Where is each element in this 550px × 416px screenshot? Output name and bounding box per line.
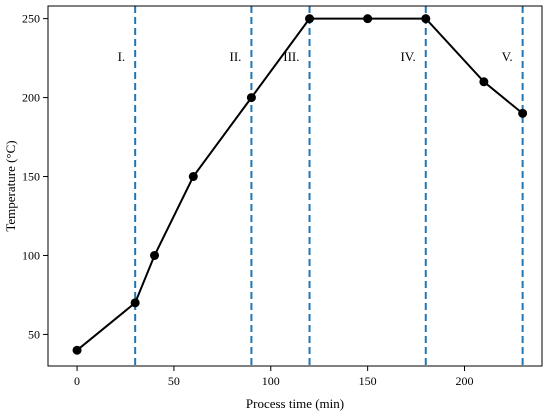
y-tick-label-2: 100 <box>22 248 40 262</box>
x-tick-label-2: 50 <box>168 374 180 388</box>
data-point-3 <box>150 250 160 260</box>
data-point-10 <box>518 108 528 118</box>
plot-area: I. II. III. IV. V. <box>72 6 528 366</box>
x-axis-title: Process time (min) <box>246 396 344 411</box>
y-tick-label-5: 250 <box>22 12 40 26</box>
phase-label-4: IV. <box>400 49 415 64</box>
x-tick-label-1: 0 <box>74 374 80 388</box>
phase-label-1: I. <box>118 49 126 64</box>
data-point-8 <box>421 14 431 24</box>
data-point-1 <box>72 345 82 355</box>
x-tick-label-4: 150 <box>359 374 377 388</box>
data-point-4 <box>188 172 198 182</box>
data-point-5 <box>246 93 256 103</box>
series-line-1 <box>76 17 524 351</box>
x-tick-label-3: 100 <box>262 374 280 388</box>
data-point-9 <box>479 77 489 87</box>
data-point-6 <box>305 14 315 24</box>
y-tick-label-3: 150 <box>22 170 40 184</box>
phase-label-3: III. <box>283 49 299 64</box>
axes-frame <box>47 5 543 367</box>
data-point-7 <box>363 14 373 24</box>
data-point-2 <box>130 298 140 308</box>
y-tick-label-1: 50 <box>28 327 40 341</box>
phase-label-5: V. <box>502 49 513 64</box>
y-axis-title: Temperature (°C) <box>3 140 18 231</box>
x-tick-label-5: 200 <box>456 374 474 388</box>
phase-label-2: II. <box>229 49 241 64</box>
axis-ticks: 0 50 100 150 200 50 100 150 200 250 <box>22 12 474 388</box>
y-tick-label-4: 200 <box>22 91 40 105</box>
